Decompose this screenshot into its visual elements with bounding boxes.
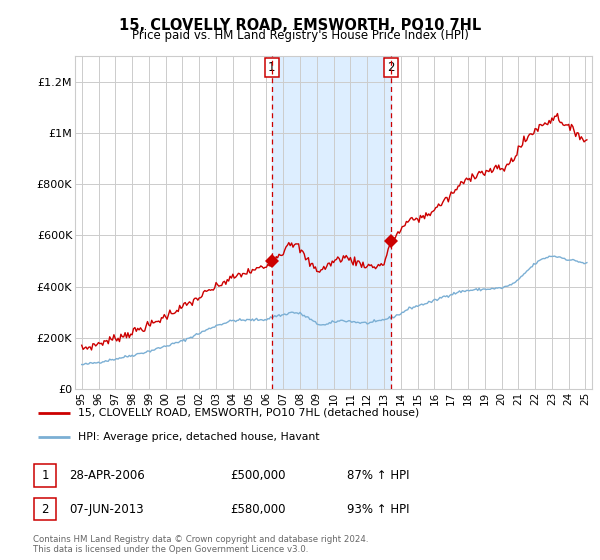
- Text: 28-APR-2006: 28-APR-2006: [70, 469, 145, 482]
- Text: 87% ↑ HPI: 87% ↑ HPI: [347, 469, 409, 482]
- Text: £580,000: £580,000: [230, 502, 286, 516]
- Text: Contains HM Land Registry data © Crown copyright and database right 2024.
This d: Contains HM Land Registry data © Crown c…: [33, 535, 368, 554]
- FancyBboxPatch shape: [34, 464, 56, 487]
- Bar: [272, 56, 391, 389]
- Text: HPI: Average price, detached house, Havant: HPI: Average price, detached house, Hava…: [77, 432, 319, 442]
- FancyBboxPatch shape: [34, 498, 56, 520]
- Text: 07-JUN-2013: 07-JUN-2013: [70, 502, 144, 516]
- Text: 2: 2: [41, 502, 49, 516]
- Text: 1: 1: [268, 61, 275, 74]
- Text: 2: 2: [388, 61, 395, 74]
- Text: £500,000: £500,000: [230, 469, 286, 482]
- Text: 15, CLOVELLY ROAD, EMSWORTH, PO10 7HL: 15, CLOVELLY ROAD, EMSWORTH, PO10 7HL: [119, 18, 481, 32]
- Text: 93% ↑ HPI: 93% ↑ HPI: [347, 502, 409, 516]
- Text: 15, CLOVELLY ROAD, EMSWORTH, PO10 7HL (detached house): 15, CLOVELLY ROAD, EMSWORTH, PO10 7HL (d…: [77, 408, 419, 418]
- Text: Price paid vs. HM Land Registry's House Price Index (HPI): Price paid vs. HM Land Registry's House …: [131, 29, 469, 42]
- Text: 1: 1: [41, 469, 49, 482]
